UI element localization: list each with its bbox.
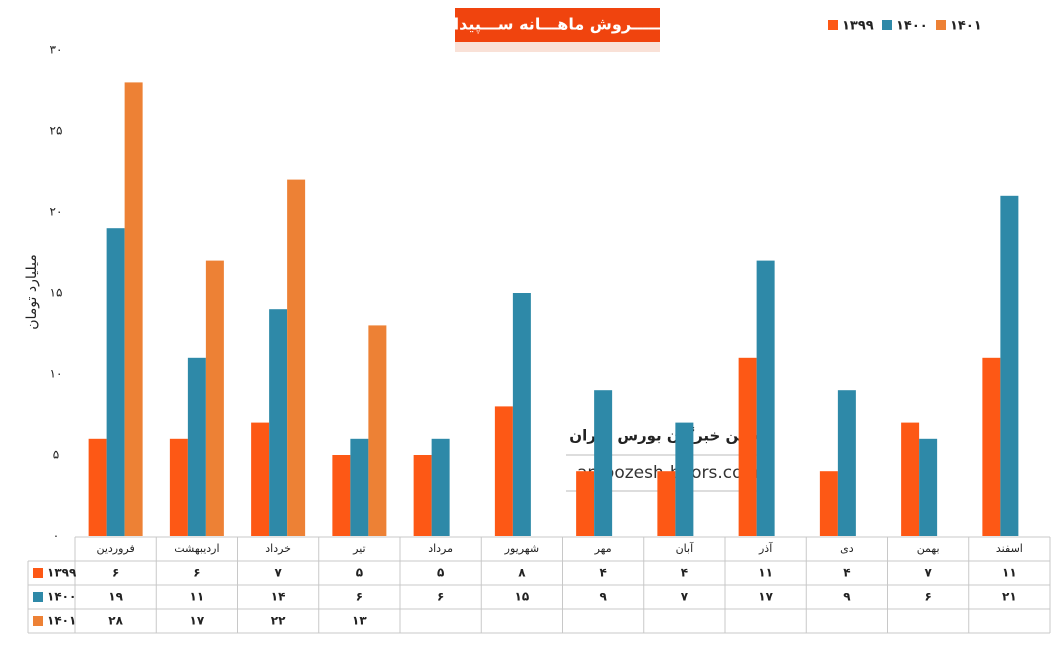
bar: [251, 422, 270, 536]
bar: [88, 438, 107, 536]
bar: [413, 455, 432, 536]
table-value: ۹: [599, 590, 607, 604]
bar: [332, 455, 351, 536]
bar: [187, 357, 206, 536]
legend-swatch: [882, 20, 892, 30]
legend-label: ۱۴۰۰: [896, 19, 928, 34]
bar: [512, 293, 531, 536]
title-shadow: [455, 42, 660, 52]
table-value: ۲۸: [108, 614, 123, 628]
table-value: ۱۷: [190, 614, 205, 628]
table-value: ۱۴: [271, 590, 286, 604]
x-tick-label: آذر: [758, 541, 773, 555]
bar: [1000, 195, 1019, 537]
table-value: ۷: [681, 590, 689, 604]
legend-swatch: [936, 20, 946, 30]
y-tick-label: ۱۵: [50, 286, 63, 300]
table-legend-swatch: [33, 592, 43, 602]
table-value: ۶: [112, 566, 119, 580]
bar: [919, 438, 938, 536]
legend-label: ۱۴۰۱: [950, 19, 982, 34]
bar: [837, 390, 856, 536]
bar: [494, 406, 513, 536]
y-tick-label: ۱۰: [50, 367, 63, 381]
table-value: ۴: [599, 566, 606, 580]
y-axis-label: میلیارد تومان: [24, 254, 40, 329]
bar: [368, 325, 387, 536]
table-value: ۵: [437, 566, 444, 580]
table-value: ۷: [924, 566, 932, 580]
x-tick-label: مرداد: [428, 542, 453, 555]
bar: [982, 357, 1001, 536]
x-tick-label: مهر: [594, 542, 612, 555]
table-value: ۴: [681, 566, 688, 580]
bar: [819, 471, 838, 536]
table-value: ۱۱: [758, 566, 773, 580]
table-value: ۵: [356, 566, 363, 580]
bar: [287, 179, 306, 536]
table-value: ۶: [193, 566, 200, 580]
bar: [269, 309, 288, 536]
watermark-title: انجمن خبرگان بورس تهران: [569, 427, 770, 445]
table-value: ۷: [274, 566, 282, 580]
title-box: [455, 8, 660, 42]
x-tick-label: تیر: [352, 542, 365, 555]
y-tick-label: ۳۰: [50, 43, 63, 57]
table-value: ۱۹: [108, 590, 123, 604]
x-tick-label: بهمن: [917, 542, 940, 555]
table-value: ۱۱: [1002, 566, 1017, 580]
table-legend-swatch: [33, 568, 43, 578]
x-tick-label: اسفند: [996, 542, 1023, 555]
legend-swatch: [828, 20, 838, 30]
x-tick-label: خرداد: [265, 542, 291, 555]
table-value: ۱۳: [352, 614, 367, 628]
bar: [576, 471, 595, 536]
table-value: ۶: [356, 590, 363, 604]
table-series-label: ۱۴۰۱: [47, 614, 76, 628]
bar: [738, 357, 757, 536]
x-tick-label: اردیبهشت: [174, 542, 219, 555]
legend-label: ۱۳۹۹: [842, 19, 874, 34]
table-value: ۱۷: [758, 590, 773, 604]
bar: [675, 422, 694, 536]
bar: [901, 422, 920, 536]
bar: [169, 438, 188, 536]
y-tick-label: ۲۵: [50, 124, 63, 138]
y-tick-label: ۲۰: [50, 205, 63, 219]
table-value: ۶: [924, 590, 931, 604]
table-value: ۲۱: [1002, 590, 1017, 604]
x-tick-label: فروردین: [96, 542, 134, 555]
chart-title: فـــــروش ماهـــانه ســـپیدار: [443, 15, 669, 35]
table-series-label: ۱۴۰۰: [47, 590, 76, 604]
bar: [124, 82, 143, 537]
table-value: ۱۱: [190, 590, 205, 604]
x-tick-label: آبان: [676, 541, 694, 555]
table-value: ۲۲: [271, 614, 286, 628]
x-tick-label: شهریور: [504, 542, 539, 555]
bar: [106, 228, 125, 536]
table-series-label: ۱۳۹۹: [47, 566, 77, 580]
bar: [350, 438, 369, 536]
table-legend-swatch: [33, 616, 43, 626]
bar: [594, 390, 613, 536]
bar: [205, 260, 224, 536]
x-tick-label: دی: [840, 542, 854, 555]
bar: [657, 471, 676, 536]
y-tick-label: ۰: [53, 529, 59, 543]
table-value: ۹: [843, 590, 851, 604]
bar: [431, 438, 450, 536]
bar: [756, 260, 775, 536]
table-value: ۸: [518, 566, 526, 580]
y-tick-label: ۵: [53, 448, 59, 462]
table-value: ۶: [437, 590, 444, 604]
table-value: ۱۵: [515, 590, 530, 604]
table-value: ۴: [843, 566, 850, 580]
